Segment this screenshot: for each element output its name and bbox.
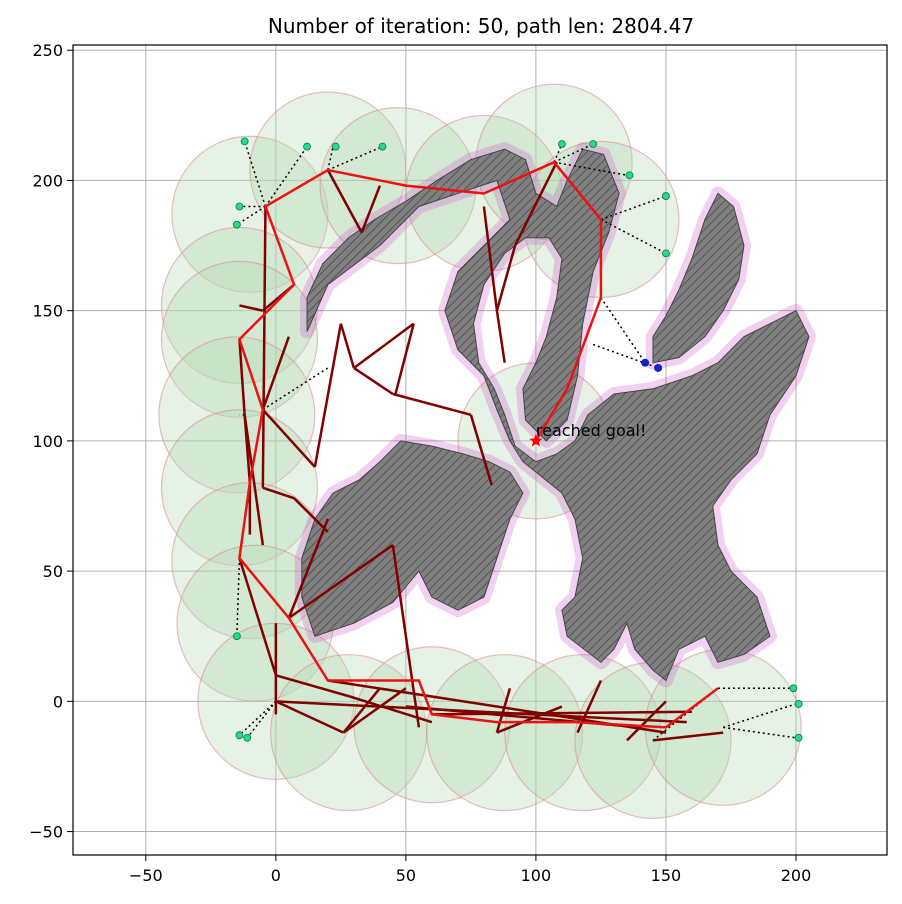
frontier-point xyxy=(232,220,241,229)
frontier-point xyxy=(625,171,634,180)
tree-edge xyxy=(342,687,407,734)
y-tick-label: 150 xyxy=(32,302,63,321)
frontier-point xyxy=(589,140,598,148)
goal-annotation: reached goal! xyxy=(536,421,647,440)
frontier-point xyxy=(303,142,311,151)
frontier-point xyxy=(558,140,566,148)
obstacle xyxy=(652,192,745,364)
tree-edge xyxy=(652,731,724,742)
frontier-point xyxy=(235,731,244,740)
tree-edge xyxy=(353,322,415,369)
tree-edge xyxy=(262,486,295,500)
dotted-edge xyxy=(264,146,308,207)
tree-edge xyxy=(513,161,558,247)
tree-edge xyxy=(626,700,667,742)
tree-edge xyxy=(392,392,472,417)
frontier-point xyxy=(240,137,249,146)
y-tick-label: 0 xyxy=(53,692,63,711)
y-tick-label: 250 xyxy=(32,41,63,60)
tree-edge xyxy=(238,339,246,415)
x-tick-label: 50 xyxy=(396,866,416,885)
x-tick-label: 0 xyxy=(271,866,281,885)
tree-edge xyxy=(495,687,512,733)
dotted-edge xyxy=(553,143,594,163)
dotted-edge xyxy=(553,161,628,176)
dotted-edge xyxy=(600,297,646,364)
dotted-edge xyxy=(238,700,277,736)
dotted-edge xyxy=(600,218,667,255)
tree-edge xyxy=(394,323,415,395)
frontier-point xyxy=(662,249,670,258)
coverage-circle xyxy=(171,135,329,293)
coverage-circle xyxy=(160,409,319,567)
tree-edge xyxy=(342,687,381,734)
final-path xyxy=(238,160,719,729)
obstacle xyxy=(306,148,810,682)
dotted-edge xyxy=(243,141,267,207)
blue-point xyxy=(641,358,650,367)
tree-edge xyxy=(243,414,265,546)
frontier-point xyxy=(243,733,252,742)
y-tick-label: 200 xyxy=(32,171,63,190)
tree-edge xyxy=(239,304,264,312)
frontier-point xyxy=(662,192,670,200)
tree-edge xyxy=(326,169,363,234)
plot-content: reached goal! xyxy=(158,83,816,820)
plot-area: reached goal! −50 0 50 100 150 200 −50 0 50 100 150… xyxy=(29,41,888,885)
chart-title: Number of iteration: 50, path len: 2804.… xyxy=(268,14,694,38)
tree-edge xyxy=(313,323,343,468)
y-tick-label: 50 xyxy=(43,562,63,581)
frontier-point xyxy=(794,700,803,708)
tree-edge xyxy=(431,710,692,716)
tree-edge xyxy=(353,366,394,396)
dotted-edge xyxy=(592,343,659,369)
frontier-point xyxy=(789,684,798,693)
y-tick-label: −50 xyxy=(29,823,63,842)
obstacle xyxy=(301,440,524,637)
tree-edge xyxy=(261,206,267,488)
tree-edge xyxy=(360,185,382,233)
x-tick-label: 100 xyxy=(521,866,552,885)
tree-edge xyxy=(261,336,291,411)
frontier-point xyxy=(232,632,241,641)
tree-edge xyxy=(287,518,330,619)
tree-edge xyxy=(261,408,316,468)
tree-edge xyxy=(495,310,506,363)
tree-edge xyxy=(496,705,563,734)
tree-edge xyxy=(275,700,344,734)
tree-edge xyxy=(275,700,687,724)
y-tick-label: 100 xyxy=(32,432,63,451)
frontier-point xyxy=(235,202,244,211)
tree-edge xyxy=(576,679,603,734)
tree-edge xyxy=(469,414,493,486)
tree-edge xyxy=(275,674,350,698)
dotted-edge xyxy=(236,558,241,637)
tree-edge xyxy=(495,245,517,311)
dotted-edge xyxy=(236,205,266,226)
frontier-point xyxy=(378,142,387,151)
axes-frame xyxy=(72,44,888,856)
blue-point xyxy=(654,363,663,372)
frontier-point xyxy=(794,733,803,742)
dotted-edge xyxy=(327,146,334,171)
dotted-edge xyxy=(652,687,719,741)
x-tick-label: 150 xyxy=(651,866,682,885)
tree-edge xyxy=(238,557,278,676)
dotted-edge xyxy=(600,195,667,221)
tree-edge xyxy=(339,323,356,369)
dotted-edge xyxy=(723,726,797,739)
x-tick-label: 200 xyxy=(781,866,812,885)
tree-edge xyxy=(288,544,394,620)
tree-edge xyxy=(482,206,499,311)
tree-edge xyxy=(293,497,329,533)
frontier-point xyxy=(331,142,340,151)
tree-edge xyxy=(391,544,421,728)
goal-star xyxy=(529,433,543,447)
x-tick-label: −50 xyxy=(129,866,163,885)
